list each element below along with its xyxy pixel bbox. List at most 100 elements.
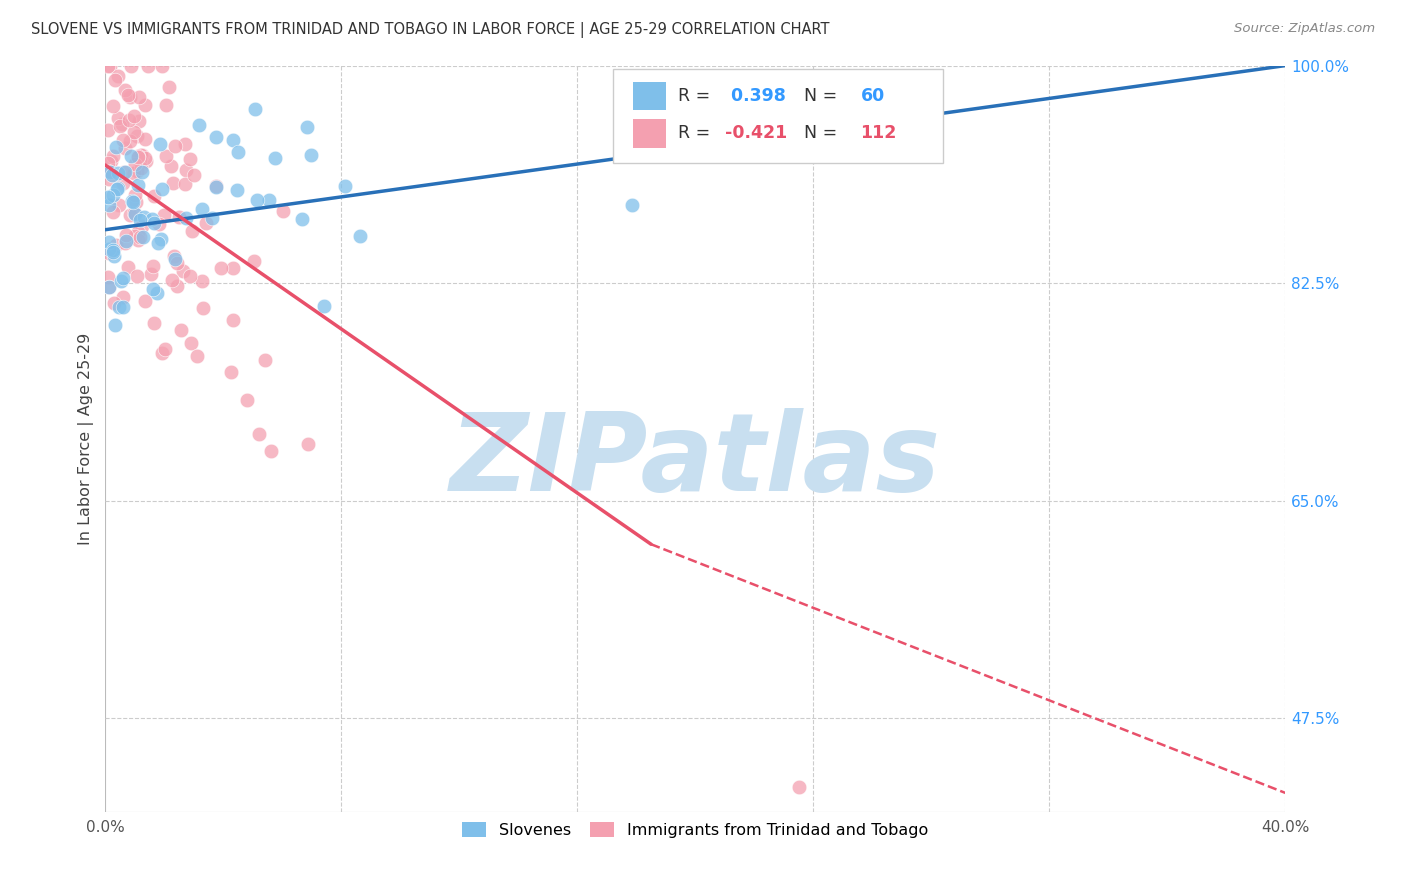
Point — [150, 232, 173, 246]
Text: R =: R = — [678, 87, 716, 105]
Legend: Slovenes, Immigrants from Trinidad and Tobago: Slovenes, Immigrants from Trinidad and T… — [456, 815, 935, 845]
Point — [103, 249, 125, 263]
Point — [100, 153, 122, 168]
Text: 60: 60 — [860, 87, 884, 105]
Point — [117, 88, 139, 103]
Point — [226, 145, 249, 159]
Point — [103, 245, 125, 260]
Point — [174, 136, 197, 151]
Point — [194, 216, 217, 230]
Point — [253, 353, 276, 368]
Point — [98, 280, 121, 294]
Point — [127, 225, 149, 239]
Point — [124, 109, 146, 123]
Point — [273, 204, 295, 219]
Point — [349, 229, 371, 244]
Point — [295, 120, 318, 134]
Point — [114, 83, 136, 97]
FancyBboxPatch shape — [613, 70, 943, 162]
Point — [128, 90, 150, 104]
Point — [127, 178, 149, 192]
Point — [200, 211, 222, 225]
Point — [162, 176, 184, 190]
Point — [122, 166, 145, 180]
Point — [173, 177, 195, 191]
Point — [107, 70, 129, 84]
Point — [127, 164, 149, 178]
Point — [222, 312, 245, 326]
Point — [166, 256, 188, 270]
Point — [129, 212, 152, 227]
Text: 112: 112 — [860, 125, 897, 143]
Point — [146, 236, 169, 251]
Point — [118, 113, 141, 128]
Point — [101, 98, 124, 112]
Point — [205, 178, 228, 193]
Point — [209, 261, 232, 276]
Point — [103, 149, 125, 163]
Point — [150, 346, 173, 360]
Point — [291, 212, 314, 227]
Point — [111, 271, 134, 285]
Point — [121, 194, 143, 208]
Point — [191, 202, 214, 216]
Point — [246, 193, 269, 207]
Point — [104, 73, 127, 87]
Point — [132, 230, 155, 244]
Point — [142, 259, 165, 273]
FancyBboxPatch shape — [633, 120, 666, 148]
Point — [243, 254, 266, 268]
Point — [139, 267, 162, 281]
Point — [163, 139, 186, 153]
Point — [219, 365, 242, 379]
Point — [131, 165, 153, 179]
Point — [183, 168, 205, 182]
Point — [621, 198, 644, 212]
Point — [107, 111, 129, 125]
Point — [98, 171, 121, 186]
Point — [112, 300, 135, 314]
Point — [98, 59, 121, 73]
Point — [153, 342, 176, 356]
Point — [134, 98, 156, 112]
Point — [114, 141, 136, 155]
Point — [112, 165, 135, 179]
Point — [107, 166, 129, 180]
Point — [142, 282, 165, 296]
Point — [120, 59, 142, 73]
Point — [97, 59, 120, 73]
Point — [108, 120, 131, 134]
Point — [111, 290, 134, 304]
Point — [122, 206, 145, 220]
Point — [134, 294, 156, 309]
Point — [124, 207, 146, 221]
Point — [204, 129, 226, 144]
Point — [97, 270, 120, 285]
Point — [129, 148, 152, 162]
Y-axis label: In Labor Force | Age 25-29: In Labor Force | Age 25-29 — [79, 333, 94, 545]
Point — [136, 59, 159, 73]
Point — [222, 133, 245, 147]
Text: ZIPatlas: ZIPatlas — [450, 408, 941, 514]
Point — [103, 296, 125, 310]
Point — [193, 301, 215, 315]
Point — [98, 280, 121, 294]
Point — [174, 211, 197, 225]
Point — [335, 178, 357, 193]
Text: SLOVENE VS IMMIGRANTS FROM TRINIDAD AND TOBAGO IN LABOR FORCE | AGE 25-29 CORREL: SLOVENE VS IMMIGRANTS FROM TRINIDAD AND … — [31, 22, 830, 38]
Point — [127, 149, 149, 163]
Point — [127, 233, 149, 247]
Point — [125, 194, 148, 209]
Point — [110, 274, 132, 288]
Point — [157, 79, 180, 94]
Point — [160, 159, 183, 173]
Point — [134, 151, 156, 165]
Point — [105, 182, 128, 196]
Point — [180, 223, 202, 237]
Point — [131, 219, 153, 233]
Point — [141, 212, 163, 227]
Point — [114, 236, 136, 251]
Point — [105, 140, 128, 154]
Point — [129, 161, 152, 175]
Point — [101, 205, 124, 219]
